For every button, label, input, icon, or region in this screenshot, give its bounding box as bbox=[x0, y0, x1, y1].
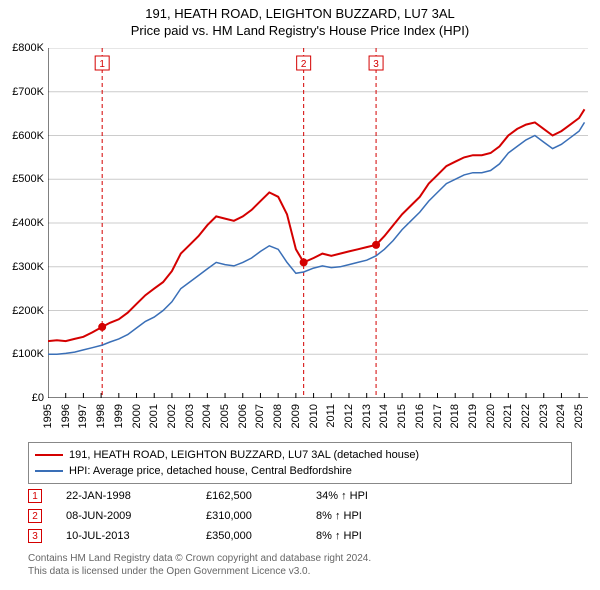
chart-svg: 1 2 3 bbox=[48, 48, 588, 398]
sale-delta: 8% ↑ HPI bbox=[316, 530, 426, 542]
y-axis: £0£100K£200K£300K£400K£500K£600K£700K£80… bbox=[0, 48, 46, 398]
x-tick-label: 2005 bbox=[219, 404, 231, 428]
x-tick-label: 2002 bbox=[166, 404, 178, 428]
x-tick-label: 2015 bbox=[396, 404, 408, 428]
y-tick-label: £100K bbox=[12, 348, 44, 360]
x-tick-label: 2025 bbox=[573, 404, 585, 428]
title-block: 191, HEATH ROAD, LEIGHTON BUZZARD, LU7 3… bbox=[0, 0, 600, 38]
x-tick-label: 2009 bbox=[290, 404, 302, 428]
legend-item: 191, HEATH ROAD, LEIGHTON BUZZARD, LU7 3… bbox=[35, 447, 565, 463]
sale-marker-box: 3 bbox=[28, 529, 42, 543]
legend-swatch bbox=[35, 454, 63, 456]
sale-row: 2 08-JUN-2009£310,0008% ↑ HPI bbox=[28, 506, 572, 526]
x-tick-label: 2000 bbox=[131, 404, 143, 428]
legend: 191, HEATH ROAD, LEIGHTON BUZZARD, LU7 3… bbox=[28, 442, 572, 484]
svg-text:3: 3 bbox=[373, 59, 379, 70]
x-tick-label: 2008 bbox=[272, 404, 284, 428]
x-tick-label: 1996 bbox=[60, 404, 72, 428]
sale-marker-box: 2 bbox=[28, 509, 42, 523]
x-tick-label: 1995 bbox=[42, 404, 54, 428]
sale-date: 08-JUN-2009 bbox=[66, 510, 206, 522]
footer-line1: Contains HM Land Registry data © Crown c… bbox=[28, 552, 371, 565]
x-tick-label: 1998 bbox=[95, 404, 107, 428]
x-tick-label: 2004 bbox=[201, 404, 213, 428]
y-tick-label: £0 bbox=[32, 392, 44, 404]
sales-table: 1 22-JAN-1998£162,50034% ↑ HPI 2 08-JUN-200… bbox=[28, 486, 572, 546]
x-tick-label: 2006 bbox=[237, 404, 249, 428]
svg-text:1: 1 bbox=[99, 59, 105, 70]
x-tick-label: 2013 bbox=[361, 404, 373, 428]
x-tick-label: 2014 bbox=[378, 404, 390, 428]
legend-label: 191, HEATH ROAD, LEIGHTON BUZZARD, LU7 3… bbox=[69, 449, 419, 461]
x-tick-label: 2010 bbox=[308, 404, 320, 428]
y-tick-label: £600K bbox=[12, 130, 44, 142]
sale-price: £350,000 bbox=[206, 530, 316, 542]
title-address: 191, HEATH ROAD, LEIGHTON BUZZARD, LU7 3… bbox=[0, 6, 600, 21]
x-tick-label: 2021 bbox=[502, 404, 514, 428]
footer-note: Contains HM Land Registry data © Crown c… bbox=[28, 552, 371, 578]
legend-swatch bbox=[35, 470, 63, 472]
x-tick-label: 2020 bbox=[485, 404, 497, 428]
x-tick-label: 1997 bbox=[77, 404, 89, 428]
x-tick-label: 2007 bbox=[254, 404, 266, 428]
title-subtitle: Price paid vs. HM Land Registry's House … bbox=[0, 23, 600, 38]
legend-label: HPI: Average price, detached house, Cent… bbox=[69, 465, 352, 477]
x-tick-label: 2017 bbox=[432, 404, 444, 428]
legend-item: HPI: Average price, detached house, Cent… bbox=[35, 463, 565, 479]
y-tick-label: £300K bbox=[12, 261, 44, 273]
svg-text:2: 2 bbox=[301, 59, 307, 70]
x-tick-label: 2001 bbox=[148, 404, 160, 428]
x-tick-label: 2019 bbox=[467, 404, 479, 428]
sale-price: £162,500 bbox=[206, 490, 316, 502]
x-tick-label: 2022 bbox=[520, 404, 532, 428]
x-tick-label: 2018 bbox=[449, 404, 461, 428]
y-tick-label: £400K bbox=[12, 217, 44, 229]
x-tick-label: 2011 bbox=[325, 404, 337, 428]
y-tick-label: £200K bbox=[12, 305, 44, 317]
sale-date: 10-JUL-2013 bbox=[66, 530, 206, 542]
sale-delta: 34% ↑ HPI bbox=[316, 490, 426, 502]
x-tick-label: 2003 bbox=[184, 404, 196, 428]
sale-date: 22-JAN-1998 bbox=[66, 490, 206, 502]
sale-delta: 8% ↑ HPI bbox=[316, 510, 426, 522]
sale-row: 3 10-JUL-2013£350,0008% ↑ HPI bbox=[28, 526, 572, 546]
x-axis: 1995199619971998199920002001200220032004… bbox=[48, 400, 588, 440]
y-tick-label: £700K bbox=[12, 86, 44, 98]
x-tick-label: 2016 bbox=[414, 404, 426, 428]
footer-line2: This data is licensed under the Open Gov… bbox=[28, 565, 371, 578]
x-tick-label: 2012 bbox=[343, 404, 355, 428]
chart-container: 191, HEATH ROAD, LEIGHTON BUZZARD, LU7 3… bbox=[0, 0, 600, 590]
sale-row: 1 22-JAN-1998£162,50034% ↑ HPI bbox=[28, 486, 572, 506]
x-tick-label: 2023 bbox=[538, 404, 550, 428]
sale-price: £310,000 bbox=[206, 510, 316, 522]
y-tick-label: £500K bbox=[12, 173, 44, 185]
sale-marker-box: 1 bbox=[28, 489, 42, 503]
x-tick-label: 2024 bbox=[555, 404, 567, 428]
x-tick-label: 1999 bbox=[113, 404, 125, 428]
y-tick-label: £800K bbox=[12, 42, 44, 54]
